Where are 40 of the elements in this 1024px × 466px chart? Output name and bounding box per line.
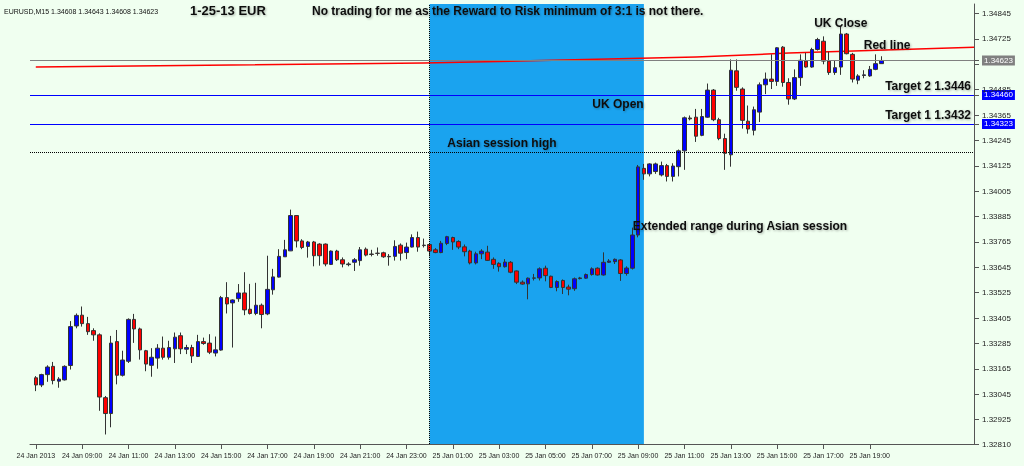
annotation: UK Close bbox=[814, 16, 868, 31]
y-tick-label: 1.33285 bbox=[982, 339, 1012, 349]
candlestick bbox=[584, 273, 588, 280]
y-tick-label: 1.33045 bbox=[982, 389, 1012, 399]
chart-subtitle: 1-25-13 EUR bbox=[190, 3, 267, 18]
y-tick-label: 1.32810 bbox=[982, 439, 1012, 449]
candlestick bbox=[416, 231, 420, 253]
candlestick bbox=[138, 327, 142, 361]
y-tick-label: 1.34245 bbox=[982, 135, 1012, 145]
y-tick-label: 1.33525 bbox=[982, 288, 1012, 298]
y-tick-label: 1.33405 bbox=[982, 313, 1012, 323]
y-tick-label: 1.34125 bbox=[982, 161, 1012, 171]
y-tick-label: 1.33165 bbox=[982, 364, 1012, 374]
y-tick-label: 1.34323 bbox=[984, 119, 1014, 129]
candlestick bbox=[746, 105, 750, 135]
y-tick-label: 1.34623 bbox=[984, 55, 1014, 65]
ref-line-label: Target 1 1.3432 bbox=[885, 107, 972, 122]
candlestick bbox=[833, 59, 837, 76]
candlestick bbox=[167, 340, 171, 361]
annotation: Red line bbox=[863, 38, 911, 53]
candlestick bbox=[445, 235, 449, 246]
candlestick bbox=[277, 248, 281, 279]
ref-line-label: Asian session high bbox=[447, 136, 557, 151]
y-tick-label: 1.34845 bbox=[982, 9, 1012, 19]
candlestick bbox=[740, 86, 745, 130]
y-tick-label: 1.34725 bbox=[982, 34, 1012, 44]
candlestick bbox=[306, 240, 310, 259]
candlestick bbox=[694, 108, 698, 143]
ref-line-label: Target 2 1.3446 bbox=[885, 78, 972, 93]
y-tick-label: 1.33765 bbox=[982, 237, 1012, 247]
y-tick-label: 1.33885 bbox=[982, 212, 1012, 222]
y-tick-label: 1.32925 bbox=[982, 415, 1012, 425]
candlestick bbox=[862, 69, 866, 79]
y-tick-label: 1.34365 bbox=[982, 110, 1012, 120]
candlestick bbox=[723, 133, 727, 171]
y-tick-label: 1.33645 bbox=[982, 262, 1012, 272]
candlestick bbox=[555, 279, 559, 292]
annotation: UK Open bbox=[592, 97, 644, 111]
y-tick-label: 1.34005 bbox=[982, 186, 1012, 196]
candlestick bbox=[549, 275, 553, 289]
